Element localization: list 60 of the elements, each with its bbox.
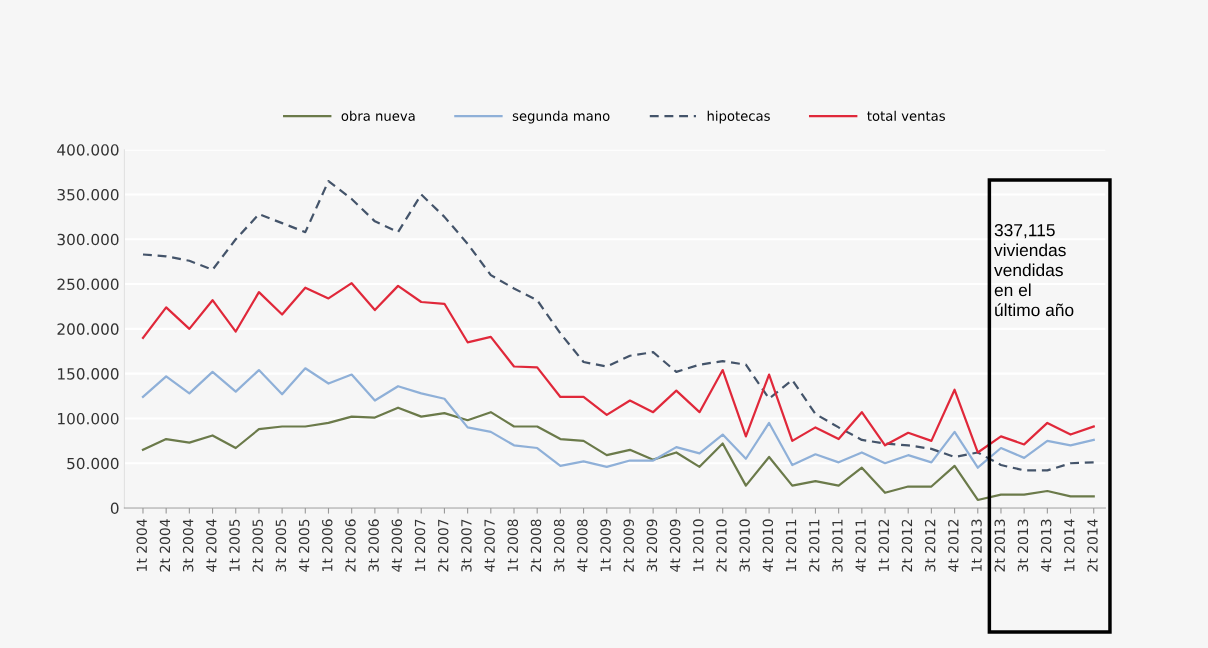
x-tick-label: 3t 2012 (924, 519, 936, 572)
line-series (141, 179, 1095, 472)
x-tick-label: 3t 2008 (553, 519, 565, 572)
line-series (141, 367, 1095, 469)
x-tick-label: 3t 2011 (832, 519, 843, 572)
x-tick-label: 1t 2009 (600, 519, 611, 571)
x-tick-label: 2t 2010 (716, 519, 727, 572)
line-series (141, 282, 1095, 454)
x-tick-label: 3t 2007 (461, 519, 472, 572)
x-tick-label: 4t 2010 (762, 519, 774, 572)
x-tick-label: 2t 2013 (994, 519, 1005, 572)
x-tick-label: 4t 2006 (391, 519, 403, 572)
y-tick-label: 400.000 (57, 144, 119, 156)
x-tick-label: 1t 2005 (229, 519, 240, 571)
x-tick-label: 1t 2014 (1064, 519, 1075, 571)
x-tick-label: 4t 2005 (298, 519, 310, 572)
x-tick-label: 1t 2013 (971, 519, 982, 571)
y-tick-label: 250.000 (57, 278, 119, 291)
y-tick-label: 200.000 (57, 323, 119, 335)
x-tick-label: 3t 2005 (275, 519, 287, 572)
y-tick-label: 150.000 (58, 368, 119, 380)
legend-label: hipotecas (707, 110, 770, 124)
x-tick-label: 3t 2004 (182, 519, 194, 572)
x-tick-label: 4t 2012 (948, 519, 959, 572)
x-tick-label: 4t 2007 (484, 519, 495, 572)
x-tick-label: 1t 2010 (693, 519, 704, 571)
x-tick-label: 3t 2010 (739, 519, 750, 572)
x-tick-label: 2t 2006 (345, 519, 356, 572)
x-tick-label: 1t 2004 (136, 519, 148, 571)
y-tick-label: 300.000 (57, 233, 119, 246)
legend-label: segunda mano (512, 110, 610, 124)
x-tick-label: 4t 2013 (1040, 519, 1052, 572)
x-tick-label: 2t 2008 (530, 519, 542, 572)
legend-label: total ventas (867, 110, 945, 121)
x-tick-label: 1t 2006 (322, 519, 333, 571)
y-tick-label: 100.000 (58, 412, 119, 425)
x-tick-label: 4t 2011 (855, 519, 866, 572)
x-tick-label: 4t 2004 (206, 519, 217, 572)
x-tick-label: 1t 2008 (507, 519, 519, 571)
annotation: 337,115 viviendas vendidas en el último año (994, 224, 1074, 317)
x-tick-label: 4t 2008 (577, 519, 588, 572)
x-tick-label: 2t 2004 (159, 519, 171, 572)
x-tick-label: 1t 2012 (878, 519, 890, 571)
x-tick-label: 3t 2013 (1017, 519, 1029, 572)
y-tick-label: 350.000 (57, 188, 119, 201)
x-tick-label: 2t 2012 (901, 519, 913, 572)
y-tick-label: 50.000 (67, 457, 119, 470)
y-tick-label: 0 (110, 502, 119, 515)
legend-label: obra nueva (341, 110, 415, 121)
x-tick-label: 1t 2007 (414, 519, 426, 571)
x-tick-label: 2t 2007 (437, 519, 449, 572)
x-tick-label: 3t 2006 (368, 519, 379, 572)
x-tick-label: 3t 2009 (646, 519, 658, 572)
x-tick-label: 1t 2011 (785, 519, 797, 571)
x-tick-label: 2t 2005 (252, 519, 263, 572)
line-series (141, 406, 1095, 502)
x-tick-label: 2t 2011 (808, 519, 820, 572)
x-tick-label: 2t 2009 (623, 519, 634, 572)
x-tick-label: 4t 2009 (669, 519, 681, 572)
x-tick-label: 2t 2014 (1087, 519, 1098, 572)
